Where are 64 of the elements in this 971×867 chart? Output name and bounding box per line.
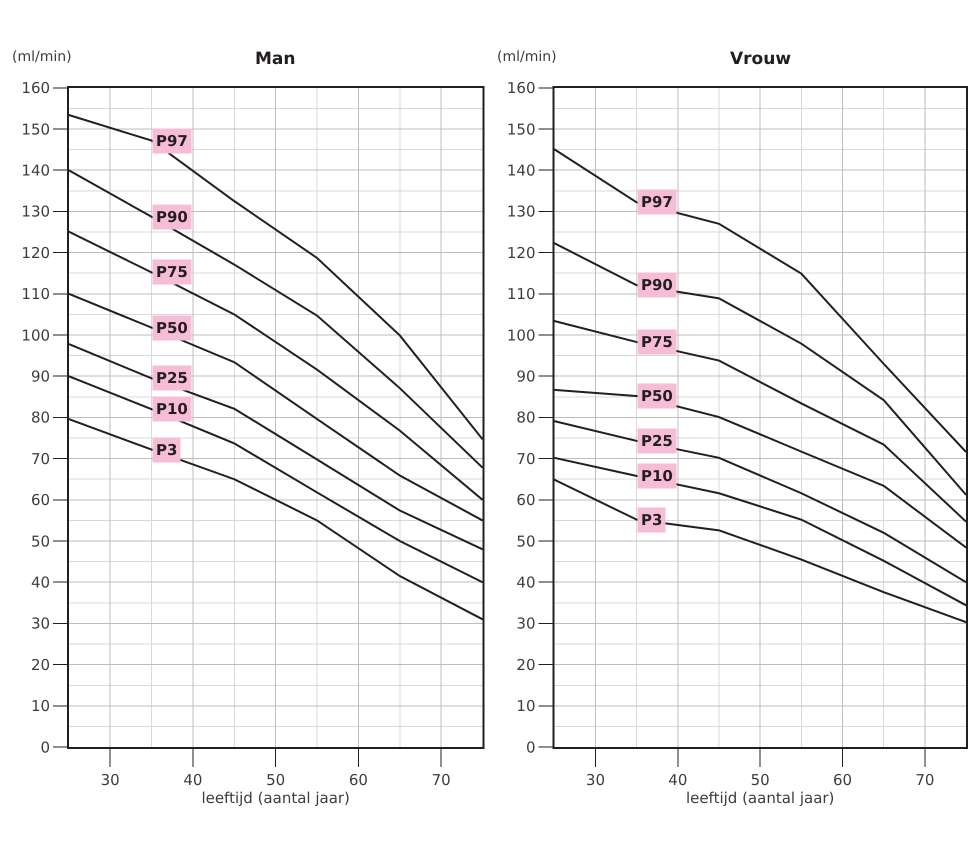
x-tick-label: 40 — [183, 770, 202, 789]
y-tick-label: 40 — [30, 573, 50, 592]
series-label: P25 — [641, 432, 673, 450]
y-tick-label: 110 — [21, 285, 50, 304]
y-tick-label: 100 — [506, 326, 536, 344]
series-label: P97 — [156, 132, 188, 150]
series-label: P75 — [641, 333, 673, 351]
x-tick-label: 50 — [266, 770, 286, 789]
y-tick-label: 70 — [30, 450, 50, 468]
series-label: P25 — [156, 369, 188, 387]
y-tick-label: 60 — [516, 491, 536, 510]
chart-title: Vrouw — [730, 49, 792, 69]
series-label: P90 — [641, 276, 673, 294]
chart-title: Man — [255, 49, 296, 69]
y-tick-label: 10 — [516, 697, 536, 716]
series-label: P97 — [641, 193, 673, 211]
y-tick-label: 70 — [516, 450, 536, 468]
y-tick-label: 90 — [30, 367, 50, 386]
y-tick-label: 30 — [30, 614, 50, 633]
y-tick-label: 90 — [516, 367, 536, 386]
y-tick-label: 110 — [506, 285, 536, 304]
x-tick-label: 30 — [100, 770, 120, 789]
y-tick-label: 20 — [516, 656, 536, 674]
x-tick-label: 70 — [915, 770, 934, 789]
x-tick-label: 70 — [432, 770, 451, 789]
y-tick-label: 0 — [40, 738, 50, 756]
y-tick-label: 10 — [30, 697, 50, 716]
x-axis-title: leeftijd (aantal jaar) — [686, 788, 834, 807]
x-tick-label: 50 — [750, 770, 770, 789]
y-tick-label: 80 — [30, 408, 50, 427]
y-tick-label: 130 — [21, 202, 50, 221]
y-tick-label: 160 — [506, 79, 536, 98]
y-tick-label: 150 — [21, 120, 50, 138]
series-label: P90 — [156, 208, 188, 226]
series-label: P3 — [641, 511, 662, 529]
series-label: P10 — [641, 467, 673, 485]
series-label: P10 — [156, 400, 188, 418]
series-label: P75 — [156, 263, 188, 281]
y-tick-label: 20 — [30, 656, 50, 674]
y-tick-label: 120 — [506, 244, 536, 262]
y-tick-label: 40 — [516, 573, 536, 592]
y-axis-title: (ml/min) — [497, 49, 557, 65]
series-label: P3 — [156, 441, 178, 459]
x-tick-label: 60 — [348, 770, 368, 789]
y-tick-label: 160 — [21, 79, 50, 98]
y-tick-label: 100 — [21, 326, 50, 344]
y-tick-label: 60 — [30, 491, 50, 510]
y-axis-title: (ml/min) — [12, 49, 72, 65]
y-tick-label: 50 — [30, 532, 50, 550]
y-tick-label: 80 — [516, 408, 536, 427]
y-tick-label: 0 — [526, 738, 536, 756]
y-tick-label: 50 — [516, 532, 536, 550]
series-label: P50 — [641, 387, 673, 405]
x-tick-label: 30 — [586, 770, 605, 789]
y-tick-label: 140 — [506, 161, 536, 180]
series-label: P50 — [156, 319, 188, 337]
x-tick-label: 60 — [833, 770, 852, 789]
y-tick-label: 120 — [21, 244, 50, 262]
y-tick-label: 140 — [21, 161, 50, 180]
y-tick-label: 150 — [506, 120, 536, 138]
x-tick-label: 40 — [668, 770, 688, 789]
y-tick-label: 30 — [516, 614, 536, 633]
y-tick-label: 130 — [506, 202, 536, 221]
x-axis-title: leeftijd (aantal jaar) — [201, 788, 350, 807]
